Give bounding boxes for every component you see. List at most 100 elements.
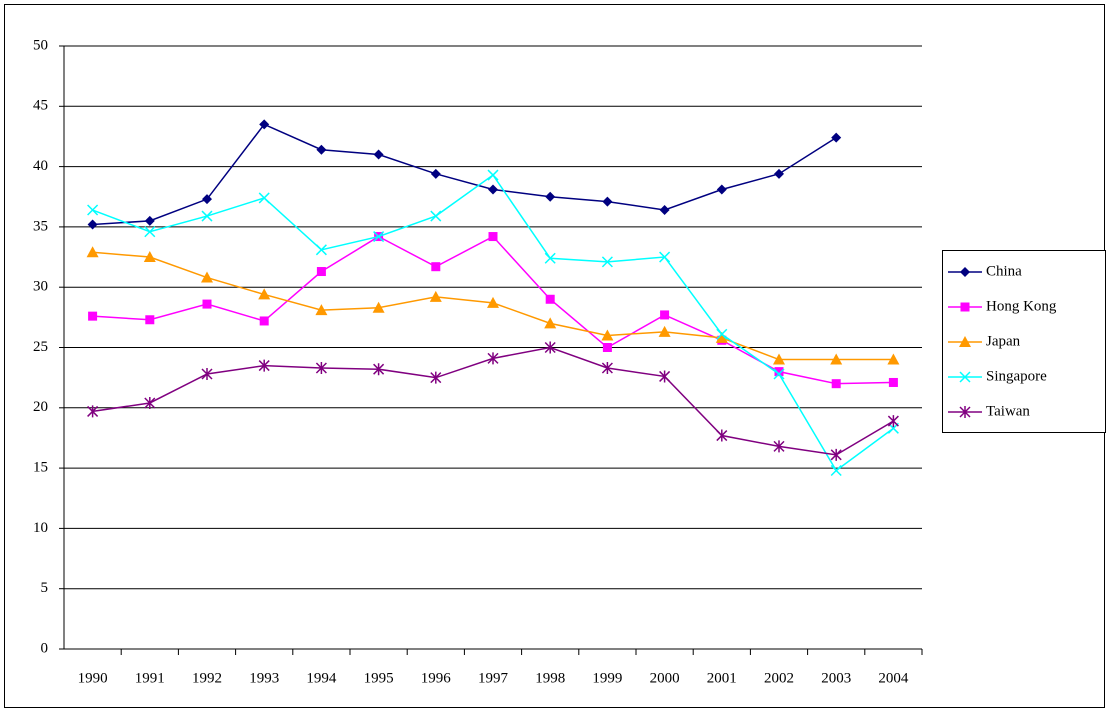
data-point — [716, 429, 728, 442]
data-point — [544, 317, 557, 329]
data-point — [86, 246, 99, 258]
data-point — [831, 379, 841, 389]
data-point — [315, 362, 327, 375]
y-tick-label: 25 — [33, 339, 48, 355]
data-point — [373, 149, 384, 160]
data-point — [773, 353, 785, 365]
y-tick-label: 5 — [41, 580, 49, 596]
data-point — [487, 352, 499, 365]
legend-marker — [960, 267, 970, 277]
legend-label: Singapore — [986, 368, 1047, 384]
data-point — [659, 370, 671, 383]
y-tick-label: 15 — [33, 460, 48, 476]
data-point — [601, 329, 614, 341]
data-point — [430, 210, 442, 222]
data-point — [258, 192, 270, 204]
data-point — [88, 311, 98, 321]
data-point — [774, 168, 784, 179]
data-point — [144, 215, 155, 226]
data-point — [660, 310, 670, 320]
data-point — [373, 363, 385, 376]
data-point — [887, 415, 899, 428]
data-point — [316, 267, 326, 277]
data-point — [143, 251, 156, 263]
series-line — [92, 123, 837, 226]
x-tick-label: 2004 — [878, 670, 909, 686]
y-tick-label: 50 — [33, 37, 48, 53]
data-point — [715, 331, 728, 343]
y-tick-label: 10 — [33, 520, 48, 536]
data-point — [830, 464, 842, 477]
x-tick-label: 1991 — [135, 670, 165, 686]
x-tick-label: 2002 — [764, 670, 794, 686]
data-point — [372, 301, 385, 313]
chart-frame — [4, 4, 1105, 708]
legend-label: Taiwan — [986, 403, 1030, 419]
x-tick-label: 1997 — [478, 670, 509, 686]
data-point — [773, 368, 785, 380]
data-point — [544, 341, 556, 354]
data-point — [487, 296, 499, 308]
data-point — [202, 194, 212, 205]
y-tick-label: 20 — [33, 399, 48, 415]
data-point — [258, 288, 271, 300]
data-point — [316, 144, 327, 155]
data-point — [258, 359, 270, 372]
data-point — [830, 448, 842, 461]
y-tick-label: 40 — [33, 158, 48, 174]
data-point — [315, 244, 327, 256]
data-point — [144, 226, 156, 238]
x-tick-label: 1990 — [78, 670, 108, 686]
data-point — [87, 204, 99, 216]
x-tick-label: 1992 — [192, 670, 222, 686]
x-tick-label: 1993 — [249, 670, 279, 686]
data-point — [145, 315, 155, 325]
x-tick-label: 1996 — [421, 670, 452, 686]
data-point — [545, 294, 555, 304]
data-point — [716, 328, 728, 340]
y-tick-label: 45 — [33, 98, 48, 114]
legend-label: Hong Kong — [986, 298, 1057, 314]
x-tick-label: 2001 — [707, 670, 737, 686]
data-point — [201, 210, 213, 222]
data-point — [488, 184, 498, 195]
x-tick-label: 1999 — [592, 670, 622, 686]
data-point — [202, 299, 212, 309]
data-point — [601, 256, 613, 268]
data-point — [430, 371, 442, 384]
legend-marker — [959, 406, 971, 418]
data-point — [373, 231, 385, 243]
data-point — [545, 191, 556, 202]
legend-marker — [959, 336, 971, 347]
data-point — [602, 343, 612, 352]
data-point — [429, 290, 442, 302]
data-point — [716, 184, 727, 195]
legend-label: Japan — [986, 333, 1021, 349]
data-point — [87, 405, 99, 418]
data-point — [658, 325, 671, 337]
data-point — [487, 169, 499, 181]
data-point — [888, 377, 898, 387]
data-point — [659, 205, 670, 216]
y-tick-label: 35 — [33, 218, 48, 234]
x-tick-label: 1995 — [364, 670, 394, 686]
data-point — [601, 362, 613, 375]
data-point — [773, 440, 785, 453]
data-point — [259, 119, 270, 130]
data-point — [830, 353, 843, 365]
x-tick-label: 2003 — [821, 670, 851, 686]
data-point — [544, 252, 556, 264]
legend-marker — [959, 371, 971, 383]
data-point — [831, 132, 842, 143]
data-point — [259, 316, 269, 326]
data-point — [201, 271, 213, 283]
x-tick-label: 1998 — [535, 670, 565, 686]
data-point — [430, 168, 441, 179]
data-point — [488, 232, 498, 242]
data-point — [87, 219, 98, 230]
series-line — [92, 173, 894, 472]
data-point — [144, 396, 156, 409]
y-tick-label: 30 — [33, 279, 48, 295]
x-tick-label: 1994 — [306, 670, 337, 686]
